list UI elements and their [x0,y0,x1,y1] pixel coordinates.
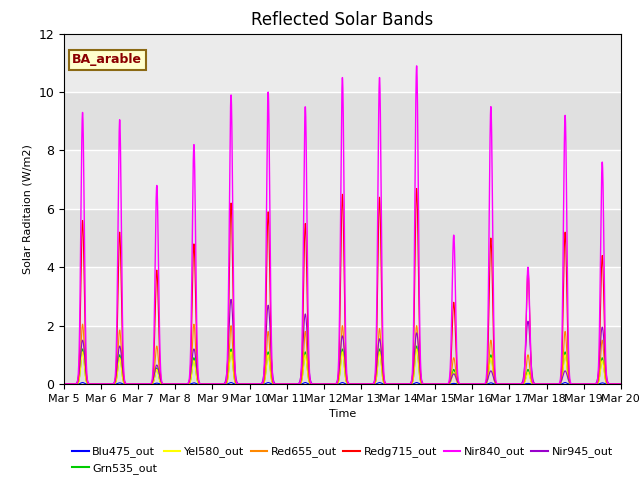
Grn535_out [413,343,420,349]
Line: Yel580_out: Yel580_out [64,349,621,384]
Nir840_out [616,381,624,387]
Red655_out [499,381,507,387]
Nir945_out [322,381,330,387]
Line: Grn535_out: Grn535_out [64,346,621,384]
Nir840_out [436,381,444,387]
Bar [64,325,621,384]
Line: Redg715_out: Redg715_out [64,189,621,384]
Red655_out [616,381,624,387]
Nir945_out [436,381,444,387]
Yel580_out [467,381,475,387]
Bar [64,92,621,150]
Red655_out [467,381,475,387]
Grn535_out [616,381,624,387]
Nir945_out [616,381,624,387]
Nir945_out [227,297,235,302]
Redg715_out [160,381,168,387]
Yel580_out [617,381,625,387]
Bar [64,267,621,325]
Line: Red655_out: Red655_out [64,324,621,384]
Grn535_out [160,381,168,387]
Blu475_out [467,381,475,387]
Nir840_out [617,381,625,387]
Nir945_out [468,381,476,387]
Blu475_out [499,381,507,387]
Blu475_out [322,381,330,387]
Red655_out [436,381,444,387]
Nir945_out [499,381,507,387]
Red655_out [79,321,86,327]
Yel580_out [160,381,168,387]
Yel580_out [322,381,330,387]
Yel580_out [499,381,507,387]
Yel580_out [413,346,420,352]
Nir840_out [499,381,507,387]
Legend: Blu475_out, Grn535_out, Yel580_out, Red655_out, Redg715_out, Nir840_out, Nir945_: Blu475_out, Grn535_out, Yel580_out, Red6… [68,442,617,479]
Blu475_out [60,381,68,387]
Blu475_out [436,381,444,387]
Nir840_out [322,381,330,387]
Blu475_out [161,381,168,387]
Bar [64,150,621,209]
Nir840_out [413,63,420,69]
Grn535_out [467,381,475,387]
X-axis label: Time: Time [329,409,356,419]
Nir840_out [160,381,168,387]
Y-axis label: Solar Raditaion (W/m2): Solar Raditaion (W/m2) [23,144,33,274]
Redg715_out [467,381,475,387]
Line: Blu475_out: Blu475_out [64,383,621,384]
Grn535_out [322,381,330,387]
Grn535_out [436,381,444,387]
Blu475_out [617,381,625,387]
Bar [64,34,621,92]
Line: Nir840_out: Nir840_out [64,66,621,384]
Redg715_out [60,381,68,387]
Nir945_out [617,381,625,387]
Yel580_out [616,381,624,387]
Redg715_out [322,381,330,387]
Title: Reflected Solar Bands: Reflected Solar Bands [252,11,433,29]
Redg715_out [616,381,624,387]
Grn535_out [617,381,625,387]
Red655_out [161,381,168,387]
Grn535_out [60,381,68,387]
Red655_out [322,381,330,387]
Line: Nir945_out: Nir945_out [64,300,621,384]
Redg715_out [413,186,420,192]
Redg715_out [617,381,625,387]
Red655_out [617,381,625,387]
Red655_out [60,381,68,387]
Nir945_out [60,381,68,387]
Nir840_out [60,381,68,387]
Blu475_out [616,381,624,387]
Nir945_out [160,381,168,387]
Blu475_out [79,380,86,385]
Text: BA_arable: BA_arable [72,53,142,66]
Bar [64,209,621,267]
Redg715_out [499,381,507,387]
Nir945_out [467,381,475,387]
Yel580_out [60,381,68,387]
Yel580_out [436,381,444,387]
Grn535_out [499,381,507,387]
Redg715_out [436,381,444,387]
Nir840_out [467,381,475,387]
